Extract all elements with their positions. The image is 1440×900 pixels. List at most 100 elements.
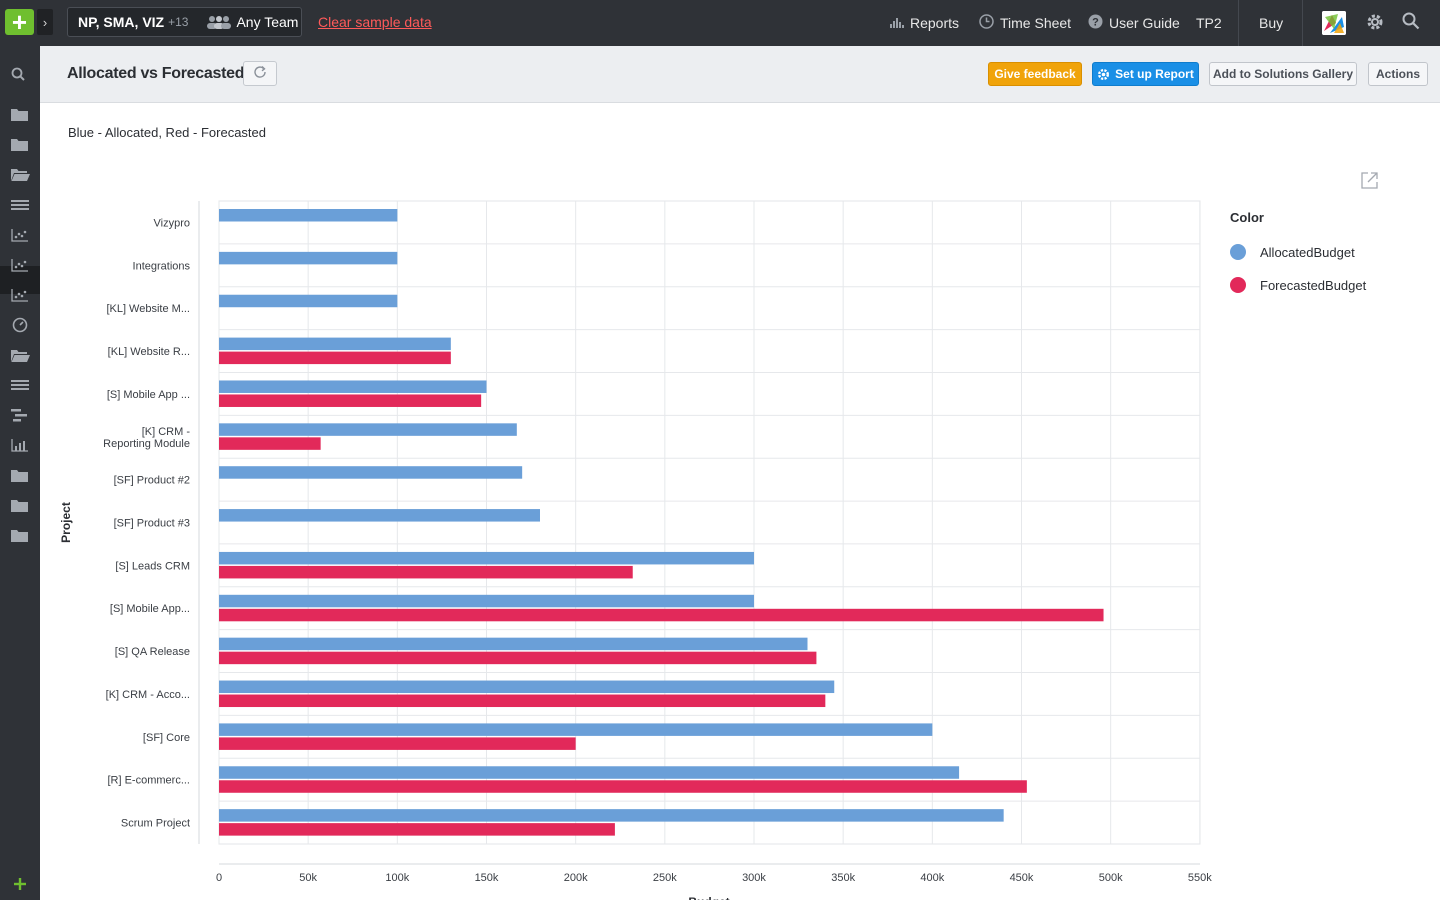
external-link-icon[interactable] — [1360, 171, 1379, 190]
legend-title: Color — [1230, 210, 1264, 225]
gantt-icon[interactable] — [10, 407, 30, 423]
nav-reports-label: Reports — [910, 15, 960, 31]
x-tick-label: 550k — [1188, 872, 1212, 884]
scatter-chart-icon[interactable] — [10, 287, 30, 303]
category-label: [S] Mobile App ... — [107, 389, 190, 401]
context-selector[interactable]: NP, SMA, VIZ +13 Any Team — [67, 7, 302, 37]
x-axis-title: Budget — [688, 895, 729, 900]
folder-icon[interactable] — [10, 136, 30, 152]
search-icon[interactable] — [10, 66, 30, 82]
bar-allocated — [219, 423, 517, 436]
add-icon[interactable]: + — [5, 9, 34, 35]
give-feedback-button[interactable]: Give feedback — [988, 62, 1082, 86]
bar-forecasted — [219, 823, 615, 836]
search-icon[interactable] — [1400, 12, 1422, 34]
scatter-chart-icon[interactable] — [10, 227, 30, 243]
folder-open-icon[interactable] — [10, 166, 30, 182]
x-tick-label: 350k — [831, 872, 855, 884]
context-team: Any Team — [236, 14, 299, 30]
category-label: Vizypro — [154, 217, 190, 229]
bar-forecasted — [219, 437, 321, 450]
add-icon[interactable] — [10, 876, 30, 892]
report-description: Blue - Allocated, Red - Forecasted — [68, 125, 266, 140]
nav-buy[interactable]: Buy — [1259, 0, 1283, 46]
category-label: [K] CRM - Acco... — [106, 689, 190, 701]
bar-allocated — [219, 594, 754, 608]
category-label: [S] Mobile App... — [110, 603, 190, 615]
bar-allocated — [219, 680, 835, 694]
bar-allocated — [219, 809, 1004, 822]
bar-forecasted — [219, 694, 826, 708]
x-tick-label: 250k — [653, 872, 677, 884]
gauge-icon[interactable] — [10, 317, 30, 333]
bar-allocated — [219, 337, 451, 351]
folder-icon[interactable] — [10, 497, 30, 513]
avatar[interactable] — [1322, 11, 1346, 35]
clear-sample-data-link[interactable]: Clear sample data — [318, 14, 432, 30]
nav-reports[interactable]: Reports — [890, 0, 959, 46]
list-icon[interactable] — [10, 377, 30, 393]
x-tick-label: 400k — [920, 872, 944, 884]
nav-tp2-label: TP2 — [1196, 15, 1222, 31]
refresh-icon — [252, 64, 268, 84]
set-up-report-button[interactable]: Set up Report — [1092, 62, 1199, 86]
legend-item-forecasted[interactable]: ForecastedBudget — [1230, 275, 1366, 295]
budget-bar-chart: 0 50k 100k 150k 200k 250k 300k 350k 400k 450k 500k… — [59, 200, 1212, 900]
bar-allocated — [219, 466, 523, 479]
x-tick-label: 50k — [299, 872, 317, 884]
x-tick-label: 500k — [1099, 872, 1123, 884]
context-count: +13 — [168, 15, 189, 29]
actions-button[interactable]: Actions — [1368, 62, 1428, 86]
category-label: [SF] Core — [143, 732, 190, 744]
chevron-right-icon[interactable]: › — [37, 9, 53, 35]
nav-time-sheet[interactable]: Time Sheet — [979, 0, 1071, 46]
top-bar: + › NP, SMA, VIZ +13 Any Team Clear samp… — [0, 0, 1440, 46]
bar-allocated — [219, 551, 754, 565]
legend-label: AllocatedBudget — [1260, 244, 1355, 260]
divider — [1302, 0, 1303, 46]
x-tick-label: 300k — [742, 872, 766, 884]
gear-icon[interactable] — [1364, 12, 1386, 34]
context-projects: NP, SMA, VIZ — [78, 14, 165, 30]
bar-forecasted — [219, 565, 633, 579]
team-icon — [206, 15, 232, 29]
nav-user-guide[interactable]: ? User Guide — [1088, 0, 1180, 46]
bar-allocated — [219, 294, 398, 308]
add-to-solutions-gallery-button[interactable]: Add to Solutions Gallery — [1209, 62, 1357, 86]
bar-allocated — [219, 766, 960, 779]
bar-allocated — [219, 509, 540, 522]
y-axis-title: Project — [59, 502, 73, 543]
set-up-report-label: Set up Report — [1115, 67, 1194, 81]
nav-buy-label: Buy — [1259, 15, 1284, 31]
category-label: [S] Leads CRM — [115, 560, 190, 572]
bar-allocated — [219, 209, 398, 222]
bar-forecasted — [219, 351, 451, 365]
legend-item-allocated[interactable]: AllocatedBudget — [1230, 242, 1355, 262]
category-label: [SF] Product #2 — [114, 475, 190, 487]
help-icon: ? — [1088, 14, 1103, 32]
gear-icon — [1097, 68, 1110, 81]
bar-chart-icon — [890, 15, 904, 31]
page-title: Allocated vs Forecasted — [67, 65, 245, 82]
category-label: [S] QA Release — [115, 646, 190, 658]
legend-swatch — [1230, 244, 1246, 260]
nav-tp2[interactable]: TP2 — [1196, 0, 1222, 46]
folder-open-icon[interactable] — [10, 347, 30, 363]
bar-allocated — [219, 380, 487, 393]
bar-allocated — [219, 251, 398, 265]
bar-forecasted — [219, 780, 1027, 793]
bar-allocated — [219, 723, 933, 736]
x-tick-label: 150k — [475, 872, 499, 884]
category-label: [K] CRM - — [142, 426, 191, 438]
list-icon[interactable] — [10, 197, 30, 213]
category-label: [SF] Product #3 — [114, 518, 190, 530]
refresh-button[interactable] — [243, 61, 277, 86]
scatter-chart-icon[interactable] — [10, 257, 30, 273]
folder-icon[interactable] — [10, 527, 30, 543]
folder-icon[interactable] — [10, 467, 30, 483]
bar-chart-icon[interactable] — [10, 437, 30, 453]
category-label: Reporting Module — [103, 438, 190, 450]
folder-icon[interactable] — [10, 106, 30, 122]
bar-forecasted — [219, 651, 817, 665]
bar-forecasted — [219, 608, 1104, 622]
